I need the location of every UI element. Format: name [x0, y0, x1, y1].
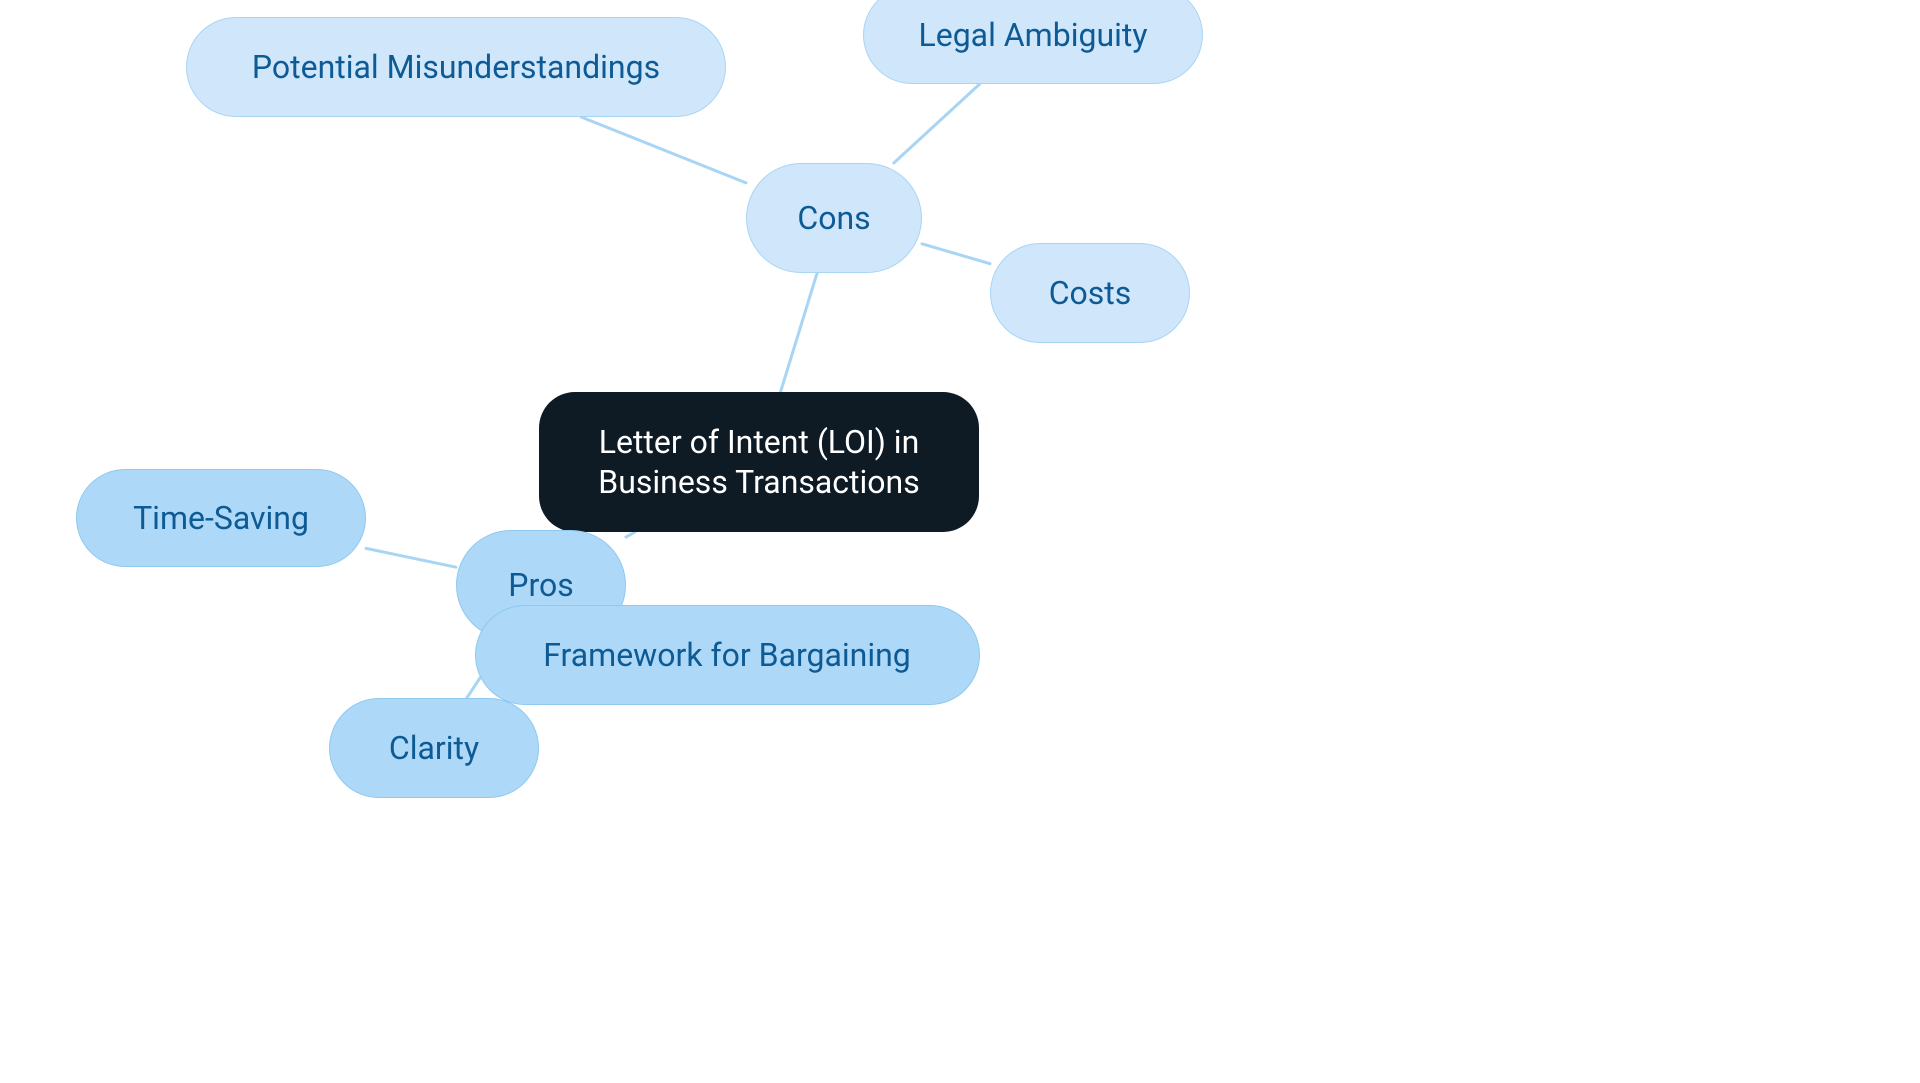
- node-cons-label: Cons: [797, 198, 870, 238]
- node-pros-label: Pros: [508, 565, 573, 605]
- node-misunderstandings: Potential Misunderstandings: [186, 17, 726, 117]
- node-legal-label: Legal Ambiguity: [919, 15, 1148, 55]
- node-root: Letter of Intent (LOI) in Business Trans…: [539, 392, 979, 532]
- node-framework-label: Framework for Bargaining: [543, 635, 911, 675]
- node-misunderstandings-label: Potential Misunderstandings: [252, 47, 660, 87]
- node-costs-label: Costs: [1049, 273, 1132, 313]
- node-framework: Framework for Bargaining: [475, 605, 980, 705]
- node-root-label: Letter of Intent (LOI) in Business Trans…: [567, 422, 951, 502]
- node-legal: Legal Ambiguity: [863, 0, 1203, 84]
- node-timesaving: Time-Saving: [76, 469, 366, 567]
- node-costs: Costs: [990, 243, 1190, 343]
- mindmap-canvas: Letter of Intent (LOI) in Business Trans…: [0, 0, 1920, 1083]
- node-timesaving-label: Time-Saving: [133, 498, 309, 538]
- node-cons: Cons: [746, 163, 922, 273]
- node-clarity: Clarity: [329, 698, 539, 798]
- node-clarity-label: Clarity: [389, 728, 479, 768]
